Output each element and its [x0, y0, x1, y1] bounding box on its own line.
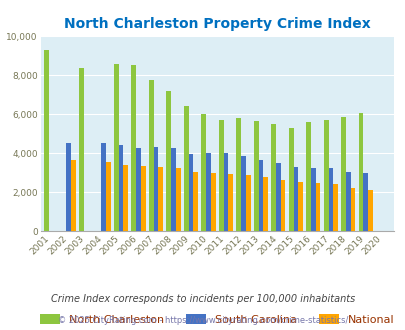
Bar — [328, 168, 333, 231]
Bar — [341, 117, 345, 231]
Bar — [188, 154, 193, 231]
Bar — [123, 165, 128, 231]
Bar — [298, 182, 302, 231]
Bar — [241, 156, 245, 231]
Bar — [315, 183, 320, 231]
Bar — [131, 65, 136, 231]
Bar — [44, 50, 49, 231]
Bar — [305, 122, 310, 231]
Bar — [193, 172, 198, 231]
Bar — [183, 106, 188, 231]
Bar — [158, 167, 163, 231]
Bar — [149, 80, 153, 231]
Bar — [358, 113, 362, 231]
Bar — [345, 172, 350, 231]
Bar — [106, 162, 110, 231]
Bar — [350, 188, 354, 231]
Bar — [206, 153, 210, 231]
Bar — [253, 121, 258, 231]
Bar — [288, 128, 293, 231]
Bar — [171, 148, 175, 231]
Text: © 2025 CityRating.com - https://www.cityrating.com/crime-statistics/: © 2025 CityRating.com - https://www.city… — [58, 316, 347, 325]
Bar — [166, 91, 171, 231]
Bar — [367, 190, 372, 231]
Bar — [271, 124, 275, 231]
Bar — [275, 163, 280, 231]
Bar — [310, 168, 315, 231]
Bar — [333, 184, 337, 231]
Bar — [236, 118, 241, 231]
Bar — [210, 173, 215, 231]
Bar — [101, 144, 106, 231]
Bar — [228, 174, 232, 231]
Bar — [66, 144, 71, 231]
Bar — [201, 114, 206, 231]
Title: North Charleston Property Crime Index: North Charleston Property Crime Index — [64, 17, 370, 31]
Bar — [323, 120, 328, 231]
Bar — [71, 160, 75, 231]
Bar — [175, 168, 180, 231]
Bar — [262, 178, 267, 231]
Bar — [141, 166, 145, 231]
Bar — [136, 148, 141, 231]
Bar — [293, 167, 298, 231]
Bar — [114, 64, 118, 231]
Bar — [280, 181, 285, 231]
Bar — [223, 153, 228, 231]
Bar — [218, 120, 223, 231]
Bar — [79, 68, 83, 231]
Bar — [153, 147, 158, 231]
Bar — [245, 175, 250, 231]
Text: Crime Index corresponds to incidents per 100,000 inhabitants: Crime Index corresponds to incidents per… — [51, 294, 354, 304]
Bar — [362, 173, 367, 231]
Bar — [258, 160, 262, 231]
Bar — [118, 145, 123, 231]
Legend: North Charleston, South Carolina, National: North Charleston, South Carolina, Nation… — [40, 314, 394, 325]
